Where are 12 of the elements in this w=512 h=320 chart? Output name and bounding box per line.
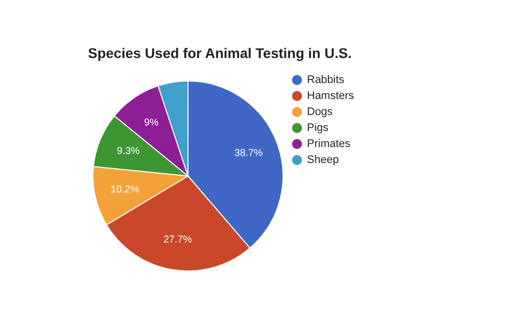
legend-label: Dogs	[307, 105, 333, 120]
data-label: 9%	[144, 117, 159, 128]
legend-label: Primates	[307, 137, 350, 152]
legend-label: Sheep	[307, 153, 339, 168]
legend-label: Hamsters	[307, 89, 354, 104]
data-label: 27.7%	[164, 234, 192, 246]
data-label: 10.2%	[110, 184, 140, 196]
legend-label: Rabbits	[307, 73, 344, 88]
chart-title: Species Used for Animal Testing in U.S.	[88, 45, 352, 61]
data-label: 38.7%	[234, 148, 263, 160]
legend-label: Pigs	[307, 121, 328, 136]
data-label: 9.3%	[116, 146, 140, 157]
